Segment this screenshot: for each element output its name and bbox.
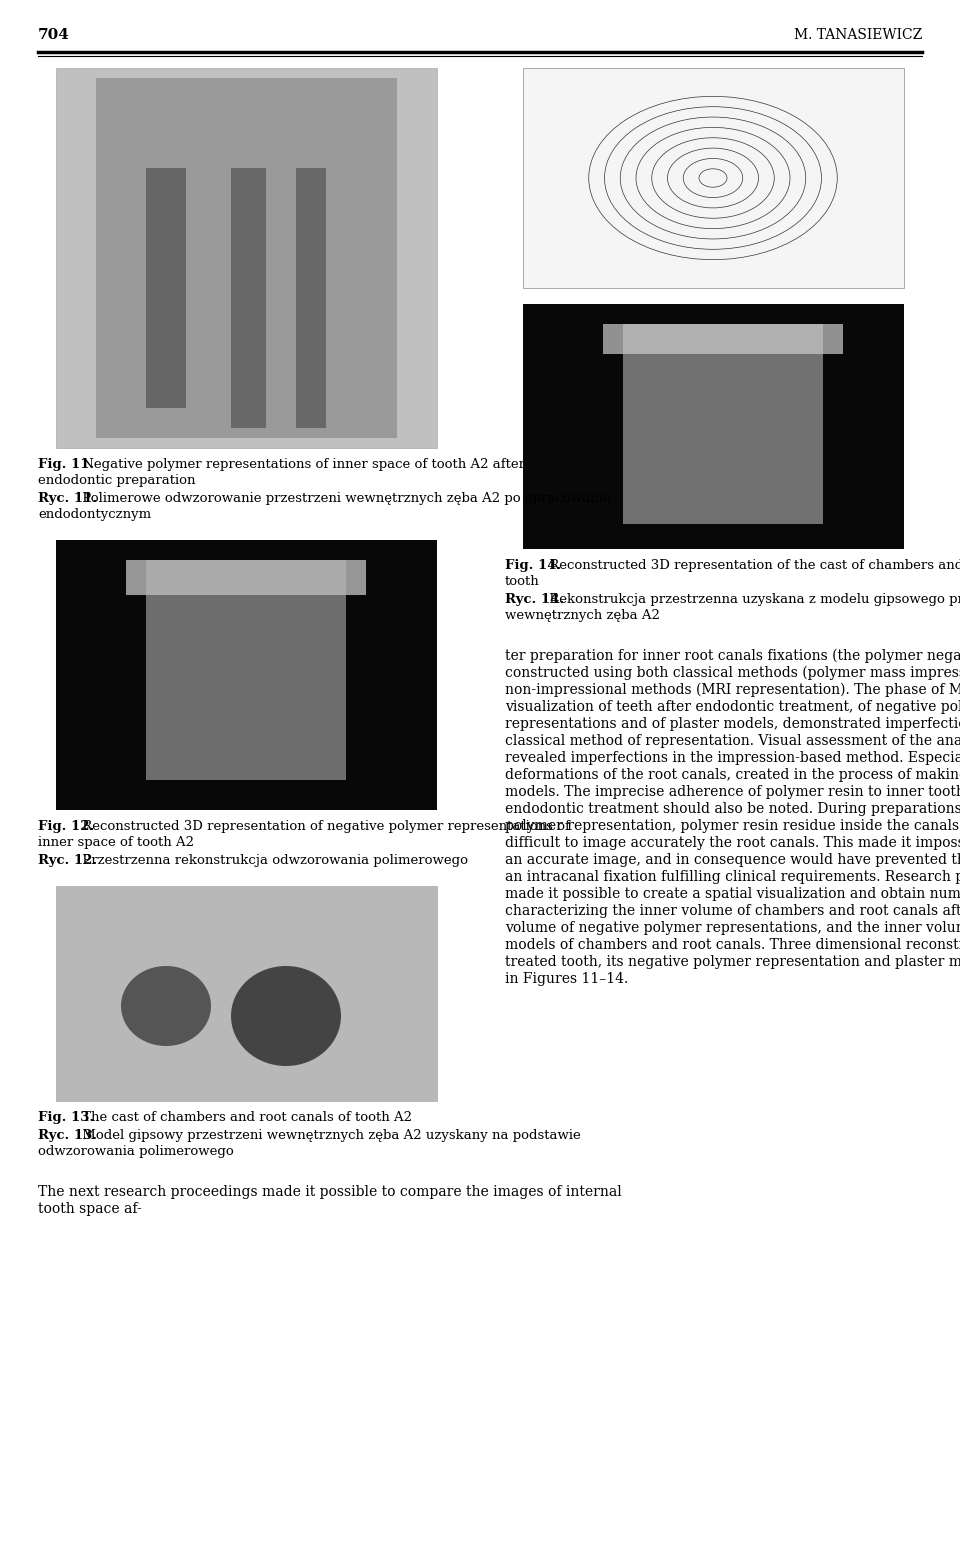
Bar <box>146 560 346 780</box>
Bar <box>126 560 366 595</box>
Bar <box>603 325 843 354</box>
Text: in Figures 11–14.: in Figures 11–14. <box>505 973 628 987</box>
Text: Ryc. 13.: Ryc. 13. <box>38 1129 97 1143</box>
Text: Negative polymer representations of inner space of tooth A2 after: Negative polymer representations of inne… <box>78 457 524 471</box>
Text: endodontycznym: endodontycznym <box>38 507 151 521</box>
Text: deformations of the root canals, created in the process of making plaster: deformations of the root canals, created… <box>505 768 960 782</box>
Text: classical method of representation. Visual assessment of the analyzed material: classical method of representation. Visu… <box>505 734 960 748</box>
Text: tooth space af-: tooth space af- <box>38 1202 142 1216</box>
Bar <box>146 169 186 407</box>
Text: difficult to image accurately the root canals. This made it impossible to obtain: difficult to image accurately the root c… <box>505 837 960 851</box>
Text: an accurate image, and in consequence would have prevented the construction of: an accurate image, and in consequence wo… <box>505 852 960 866</box>
Text: endodontic preparation: endodontic preparation <box>38 475 196 487</box>
Text: Ryc. 14.: Ryc. 14. <box>505 593 564 606</box>
Bar <box>56 887 437 1101</box>
Text: models. The imprecise adherence of polymer resin to inner tooth surfaces after: models. The imprecise adherence of polym… <box>505 785 960 799</box>
Text: revealed imperfections in the impression-based method. Especially visible were: revealed imperfections in the impression… <box>505 751 960 765</box>
Text: The next research proceedings made it possible to compare the images of internal: The next research proceedings made it po… <box>38 1185 622 1199</box>
Bar <box>56 69 437 448</box>
Text: models of chambers and root canals. Three dimensional reconstructions of the: models of chambers and root canals. Thre… <box>505 938 960 952</box>
Bar <box>623 325 823 524</box>
Text: The cast of chambers and root canals of tooth A2: The cast of chambers and root canals of … <box>78 1111 412 1124</box>
Text: Model gipsowy przestrzeni wewnętrznych zęba A2 uzyskany na podstawie: Model gipsowy przestrzeni wewnętrznych z… <box>78 1129 580 1143</box>
Text: inner space of tooth A2: inner space of tooth A2 <box>38 837 194 849</box>
Text: Fig. 12.: Fig. 12. <box>38 820 94 834</box>
Text: odwzorowania polimerowego: odwzorowania polimerowego <box>38 1146 233 1158</box>
Text: Fig. 14.: Fig. 14. <box>505 559 562 571</box>
Text: Przestrzenna rekonstrukcja odwzorowania polimerowego: Przestrzenna rekonstrukcja odwzorowania … <box>78 854 468 866</box>
Bar <box>56 540 437 810</box>
Text: visualization of teeth after endodontic treatment, of negative polymer: visualization of teeth after endodontic … <box>505 699 960 713</box>
Text: characterizing the inner volume of chambers and root canals after treatment, the: characterizing the inner volume of chamb… <box>505 904 960 918</box>
Text: Fig. 11.: Fig. 11. <box>38 457 94 471</box>
Text: treated tooth, its negative polymer representation and plaster model are shown: treated tooth, its negative polymer repr… <box>505 955 960 969</box>
Text: tooth: tooth <box>505 574 540 588</box>
Text: Ryc. 12.: Ryc. 12. <box>38 854 97 866</box>
Text: Fig. 13.: Fig. 13. <box>38 1111 94 1124</box>
Ellipse shape <box>121 966 211 1046</box>
Text: non-impressional methods (MRI representation). The phase of MR-based: non-impressional methods (MRI representa… <box>505 684 960 698</box>
Text: made it possible to create a spatial visualization and obtain numerical values: made it possible to create a spatial vis… <box>505 887 960 901</box>
Text: Rekonstrukcja przestrzenna uzyskana z modelu gipsowego przestrzeni: Rekonstrukcja przestrzenna uzyskana z mo… <box>544 593 960 606</box>
Text: representations and of plaster models, demonstrated imperfections in the: representations and of plaster models, d… <box>505 716 960 731</box>
Text: volume of negative polymer representations, and the inner volume of plaster: volume of negative polymer representatio… <box>505 921 960 935</box>
Ellipse shape <box>231 966 341 1066</box>
Bar <box>523 69 904 287</box>
Bar <box>96 78 397 439</box>
Text: Reconstructed 3D representation of negative polymer representations of: Reconstructed 3D representation of negat… <box>78 820 569 834</box>
Text: endodontic treatment should also be noted. During preparations for negative: endodontic treatment should also be note… <box>505 802 960 816</box>
Text: ter preparation for inner root canals fixations (the polymer negative and cast): ter preparation for inner root canals fi… <box>505 649 960 663</box>
Text: Ryc. 11.: Ryc. 11. <box>38 492 97 506</box>
Text: M. TANASIEWICZ: M. TANASIEWICZ <box>794 28 922 42</box>
Text: polymer representation, polymer resin residue inside the canals made it: polymer representation, polymer resin re… <box>505 820 960 834</box>
Text: constructed using both classical methods (polymer mass impression) and: constructed using both classical methods… <box>505 667 960 681</box>
Text: Polimerowe odwzorowanie przestrzeni wewnętrznych zęba A2 po opracowaniu: Polimerowe odwzorowanie przestrzeni wewn… <box>78 492 611 506</box>
Text: an intracanal fixation fulfilling clinical requirements. Research proceedings: an intracanal fixation fulfilling clinic… <box>505 869 960 884</box>
Text: 704: 704 <box>38 28 70 42</box>
Bar <box>231 169 266 428</box>
Text: wewnętrznych zęba A2: wewnętrznych zęba A2 <box>505 609 660 621</box>
Bar <box>523 304 904 549</box>
Bar <box>296 169 326 428</box>
Text: Reconstructed 3D representation of the cast of chambers and root canals of: Reconstructed 3D representation of the c… <box>544 559 960 571</box>
